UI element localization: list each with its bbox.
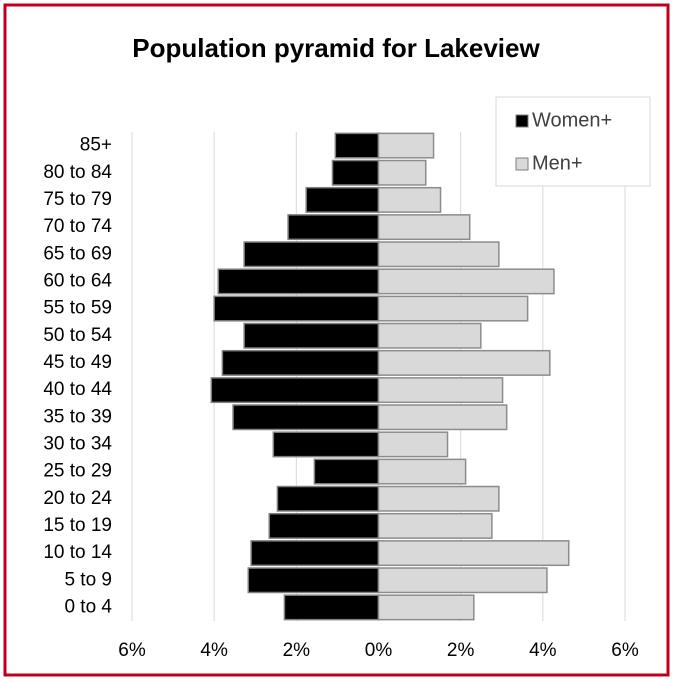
y-tick-label: 30 to 34 — [43, 433, 112, 454]
bar — [377, 186, 442, 213]
y-tick-label: 10 to 14 — [43, 542, 112, 563]
bar — [221, 349, 380, 376]
bar — [377, 295, 529, 322]
bar — [283, 594, 380, 621]
legend-box — [495, 96, 651, 187]
bar — [377, 512, 493, 539]
x-tick-label: 6% — [611, 640, 639, 661]
y-tick-label: 60 to 64 — [43, 270, 112, 291]
bar — [210, 377, 380, 404]
x-tick-label: 6% — [118, 640, 146, 661]
y-tick-label: 15 to 19 — [43, 515, 112, 536]
x-tick-label: 0% — [365, 640, 393, 661]
bar — [268, 512, 380, 539]
y-tick-label: 75 to 79 — [43, 189, 112, 210]
bar — [305, 186, 380, 213]
bar — [377, 377, 504, 404]
bar — [213, 295, 380, 322]
bar — [232, 404, 380, 431]
bar — [377, 485, 500, 512]
bar — [331, 159, 380, 186]
bar — [377, 241, 500, 268]
bar — [250, 540, 380, 567]
y-tick-label: 65 to 69 — [43, 243, 112, 264]
legend-swatch — [515, 114, 529, 128]
bar — [247, 567, 380, 594]
legend-swatch — [515, 157, 529, 171]
bar — [377, 159, 427, 186]
x-tick-label: 2% — [447, 640, 475, 661]
bar — [377, 214, 471, 241]
y-tick-label: 70 to 74 — [43, 216, 112, 237]
y-tick-label: 85+ — [80, 135, 112, 156]
bar — [217, 268, 380, 295]
y-tick-label: 5 to 9 — [64, 569, 112, 590]
bar — [377, 404, 508, 431]
bar — [243, 322, 380, 349]
y-tick-label: 40 to 44 — [43, 379, 112, 400]
bar — [377, 132, 435, 159]
legend-label: Men+ — [532, 152, 583, 174]
chart-title: Population pyramid for Lakeview — [132, 33, 540, 63]
legend-label: Women+ — [532, 109, 612, 131]
bar — [377, 458, 467, 485]
bar — [334, 132, 380, 159]
y-tick-label: 80 to 84 — [43, 162, 112, 183]
bar — [377, 567, 548, 594]
bar — [377, 431, 449, 458]
bar — [377, 349, 551, 376]
y-tick-label: 20 to 24 — [43, 488, 112, 509]
y-tick-label: 50 to 54 — [43, 325, 112, 346]
bar — [313, 458, 380, 485]
y-tick-label: 55 to 59 — [43, 298, 112, 319]
bar — [276, 485, 380, 512]
bar — [287, 214, 380, 241]
bar — [377, 594, 475, 621]
bar — [243, 241, 380, 268]
y-tick-label: 45 to 49 — [43, 352, 112, 373]
bar — [272, 431, 380, 458]
x-tick-label: 4% — [529, 640, 557, 661]
x-tick-label: 4% — [200, 640, 228, 661]
bar — [377, 540, 570, 567]
y-tick-label: 0 to 4 — [64, 596, 112, 617]
y-tick-label: 25 to 29 — [43, 461, 112, 482]
bar — [377, 322, 482, 349]
x-tick-label: 2% — [283, 640, 311, 661]
bar — [377, 268, 555, 295]
y-tick-label: 35 to 39 — [43, 406, 112, 427]
